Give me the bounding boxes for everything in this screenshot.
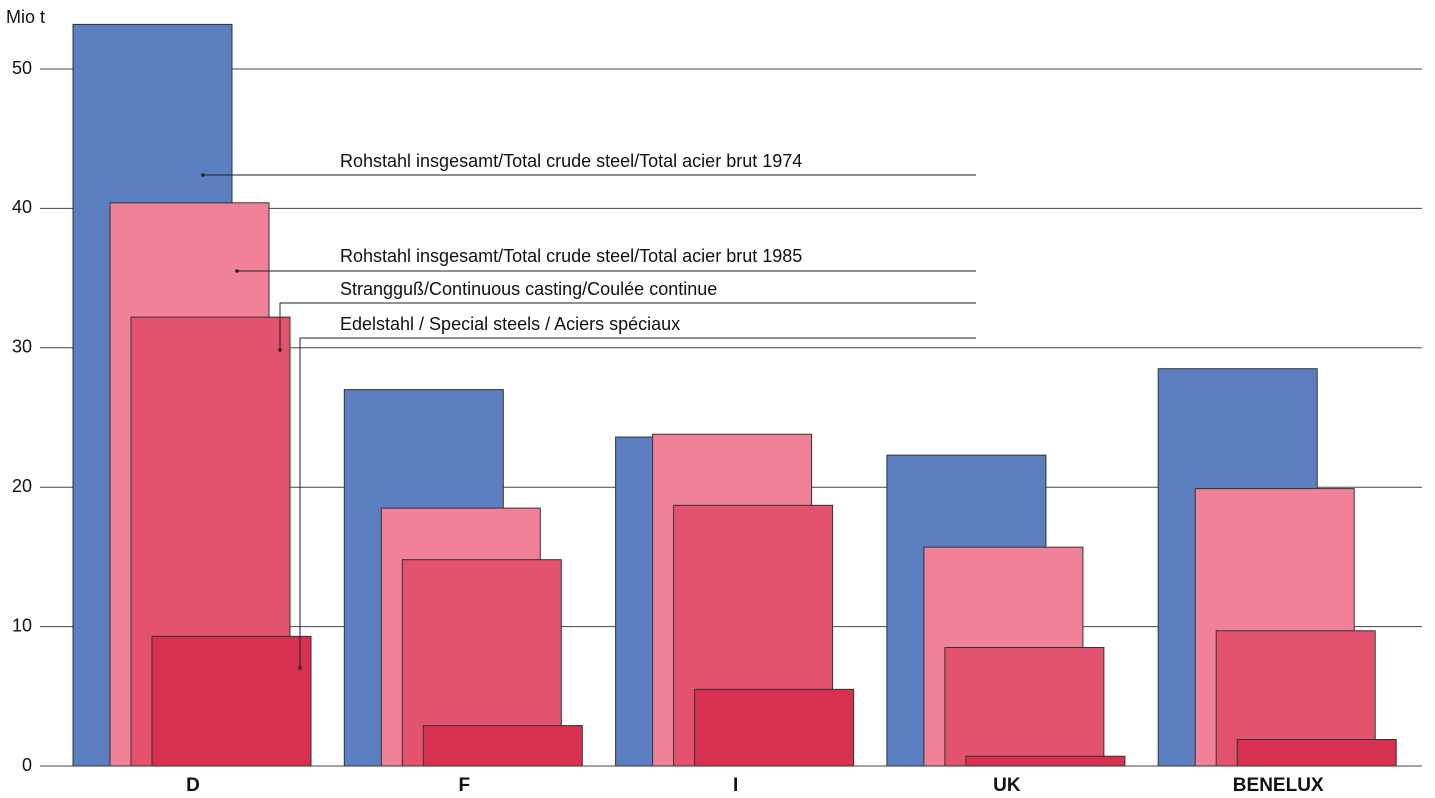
- y-tick-label: 40: [12, 197, 32, 217]
- legend-dot: [235, 269, 239, 273]
- bar: [694, 688, 855, 767]
- y-axis-label: Mio t: [6, 7, 45, 27]
- bar: [151, 635, 312, 767]
- legend-dot: [278, 348, 282, 352]
- legend-label: Rohstahl insgesamt/Total crude steel/Tot…: [340, 246, 802, 266]
- y-tick-label: 30: [12, 337, 32, 357]
- x-tick-label: D: [186, 775, 200, 796]
- y-tick-label: 0: [22, 755, 32, 775]
- x-tick-label: BENELUX: [1233, 775, 1324, 796]
- bar: [422, 725, 583, 767]
- legend-label: Rohstahl insgesamt/Total crude steel/Tot…: [340, 151, 802, 171]
- legend-dot: [298, 666, 302, 670]
- y-tick-label: 10: [12, 615, 32, 635]
- bar: [965, 755, 1126, 767]
- x-tick-label: UK: [993, 775, 1021, 796]
- x-tick-label: F: [458, 775, 470, 796]
- legend-dot: [201, 173, 205, 177]
- y-tick-label: 50: [12, 58, 32, 78]
- legend-label: Strangguß/Continuous casting/Coulée cont…: [340, 279, 717, 299]
- bar: [944, 647, 1105, 767]
- legend-label: Edelstahl / Special steels / Aciers spéc…: [340, 314, 680, 334]
- legend-leader: [299, 337, 976, 668]
- x-tick-label: I: [733, 775, 738, 796]
- legend-leader: [279, 302, 976, 350]
- y-tick-label: 20: [12, 476, 32, 496]
- bar: [1236, 739, 1397, 767]
